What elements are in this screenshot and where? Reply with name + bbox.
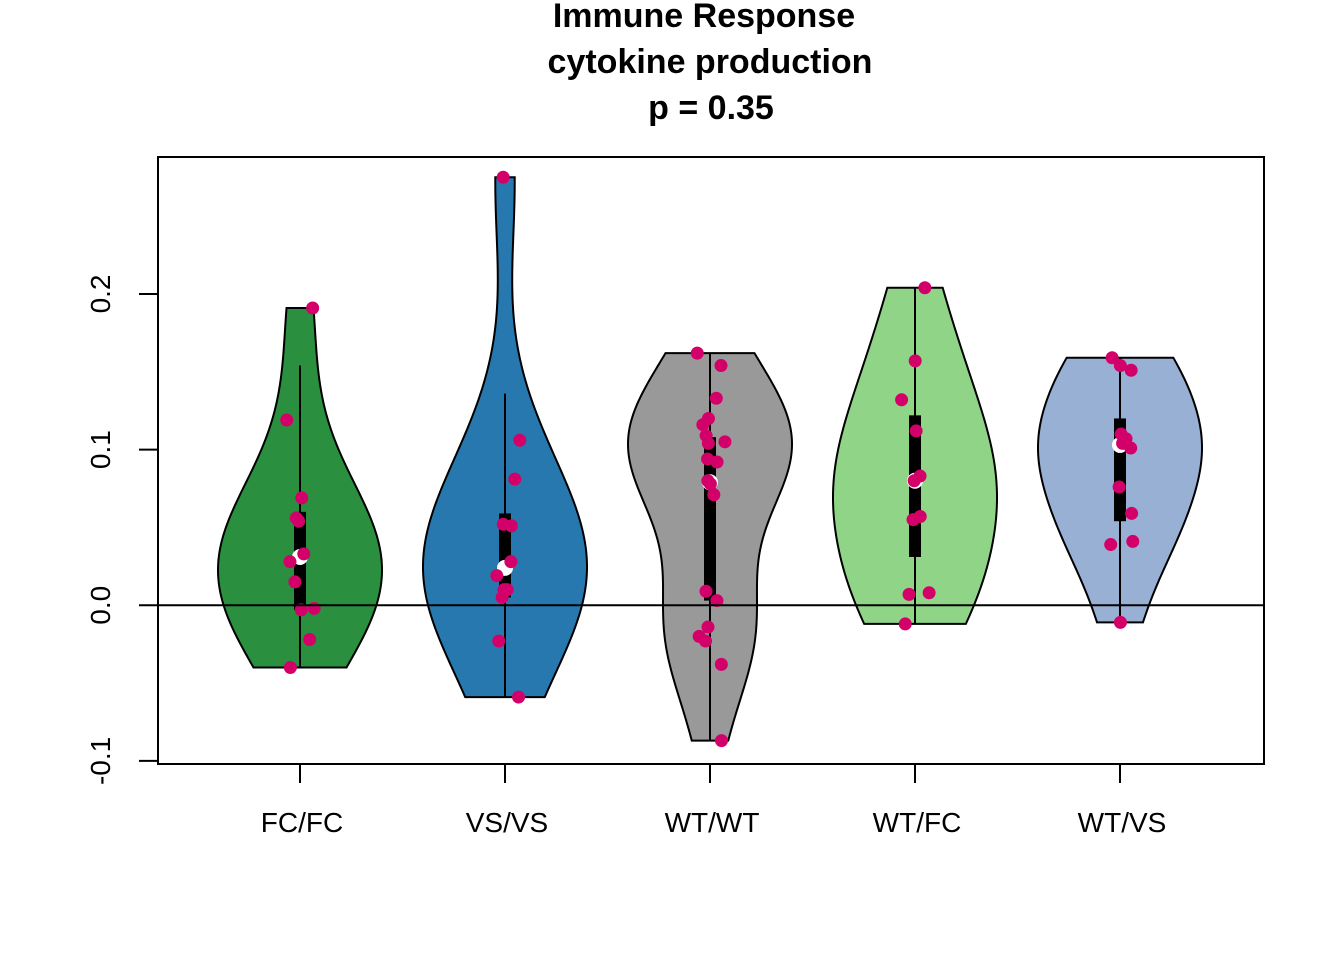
data-point — [295, 491, 309, 505]
data-point — [918, 281, 932, 295]
violin-group-5 — [1037, 351, 1203, 629]
data-point — [714, 359, 728, 373]
chart-title-line-3: p = 0.35 — [648, 89, 774, 127]
x-tick-label: WT/FC — [873, 807, 962, 838]
data-point — [512, 690, 526, 704]
data-point — [303, 632, 317, 646]
data-point — [1126, 534, 1140, 548]
data-point — [1124, 363, 1138, 377]
violin-group-2 — [421, 170, 589, 704]
data-point — [709, 391, 723, 405]
data-point — [490, 569, 504, 583]
data-point — [492, 634, 506, 648]
data-point — [895, 393, 909, 407]
violin-group-3 — [626, 346, 794, 748]
x-tick-label: WT/VS — [1078, 807, 1167, 838]
data-point — [696, 418, 710, 432]
data-point — [908, 354, 922, 368]
data-point — [701, 620, 715, 634]
data-point — [513, 433, 527, 447]
y-tick-label: -0.1 — [85, 737, 116, 785]
data-point — [283, 661, 297, 674]
data-point — [690, 346, 704, 360]
y-tick-label: 0.0 — [85, 586, 116, 625]
data-point — [1104, 538, 1118, 552]
data-point — [1113, 615, 1127, 629]
y-tick-label: 0.1 — [85, 430, 116, 469]
violin-group-1 — [216, 301, 384, 674]
data-point — [283, 555, 297, 569]
data-point — [1112, 480, 1126, 494]
data-point — [714, 657, 728, 671]
data-point — [496, 170, 510, 184]
data-point — [504, 555, 518, 569]
axes-layer: FC/FC VS/VS WT/WT WT/FC WT/VS -0.1 0.0 0.1 0.2 — [85, 274, 1166, 838]
plot-frame — [157, 156, 1265, 765]
data-point — [1125, 506, 1139, 520]
data-point — [1113, 359, 1127, 373]
data-point — [294, 603, 308, 617]
data-point — [701, 436, 715, 450]
data-point — [306, 301, 320, 315]
data-point — [1105, 351, 1119, 365]
data-point — [288, 575, 302, 589]
chart-title-line-2: cytokine production — [548, 43, 873, 81]
data-point — [715, 734, 728, 748]
x-tick-label: WT/WT — [665, 807, 760, 838]
data-point — [898, 617, 912, 631]
violin-group-4 — [832, 281, 998, 631]
data-point — [699, 584, 713, 598]
data-point — [703, 477, 717, 491]
data-point — [907, 474, 921, 488]
data-point — [1124, 441, 1138, 455]
data-point — [508, 472, 522, 486]
data-point — [922, 586, 936, 600]
violins-layer — [216, 170, 1203, 748]
x-tick-label: FC/FC — [261, 807, 343, 838]
data-point — [699, 634, 713, 648]
data-point — [307, 601, 321, 615]
data-point — [707, 488, 721, 502]
data-point — [495, 590, 509, 604]
data-point — [297, 547, 311, 561]
data-point — [504, 519, 518, 533]
x-tick-label: VS/VS — [466, 807, 548, 838]
data-point — [909, 424, 923, 438]
chart-title-line-1: Immune Response — [553, 0, 855, 35]
data-point — [710, 455, 724, 469]
data-point — [292, 514, 306, 528]
data-point — [280, 413, 294, 427]
data-point — [718, 435, 732, 449]
data-point — [906, 513, 920, 527]
y-tick-label: 0.2 — [85, 274, 116, 313]
data-point — [710, 594, 724, 608]
data-point — [902, 587, 916, 601]
